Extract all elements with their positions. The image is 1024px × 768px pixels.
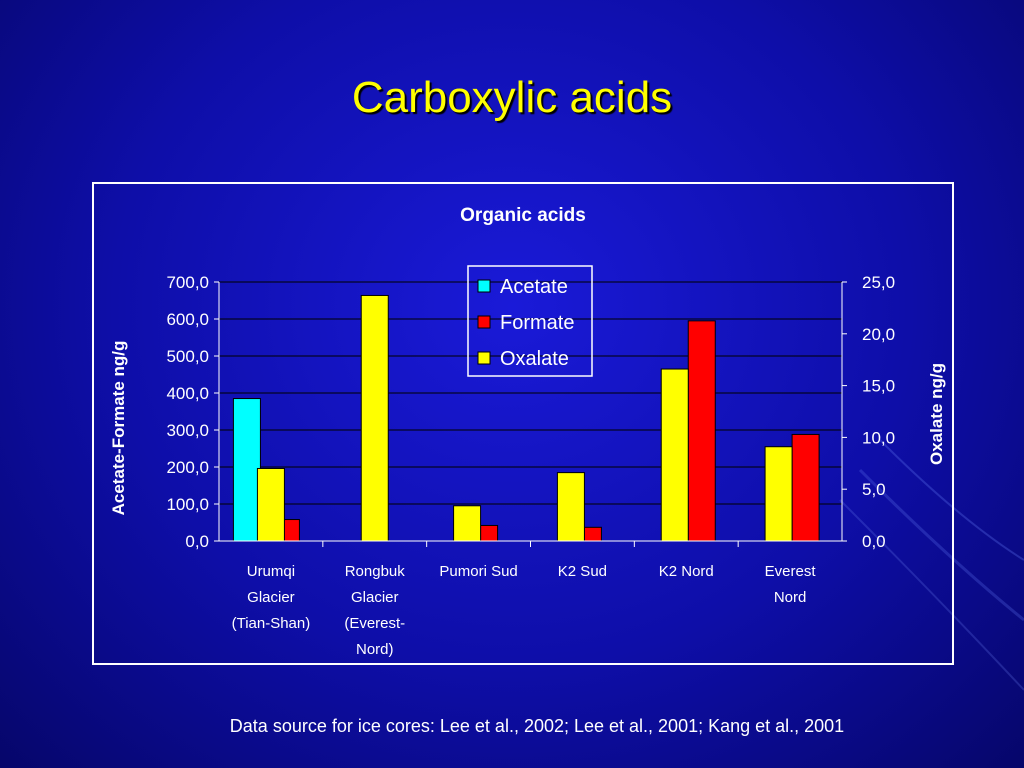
bar-oxalate [453,505,482,542]
y2-tick-label: 0,0 [862,532,886,551]
organic-acids-chart: Organic acids Acetate-Formate ng/g Oxala… [109,205,946,658]
x-tick-label: Glacier [247,589,295,606]
y-tick-label: 600,0 [166,310,209,329]
bar-formate [480,524,499,542]
legend-label: Formate [500,312,574,334]
x-tick-label: Nord [774,589,807,606]
y-tick-label: 700,0 [166,273,209,292]
y2-tick-label: 25,0 [862,273,895,292]
y-tick-label: 500,0 [166,347,209,366]
bar-formate [281,519,300,542]
x-tick-label: K2 Sud [558,563,607,580]
x-tick-label: Glacier [351,589,399,606]
bar-oxalate [360,294,389,542]
y-tick-label: 100,0 [166,495,209,514]
y2-tick-label: 20,0 [862,325,895,344]
chart-frame [92,182,954,665]
bar-oxalate [764,446,793,542]
bar-oxalate [660,368,689,542]
legend-swatch [477,351,491,365]
bar-formate [791,433,820,542]
x-tick-label: Pumori Sud [439,563,517,580]
legend-swatch [477,315,491,329]
x-tick-label: K2 Nord [659,563,714,580]
y2-tick-label: 5,0 [862,480,886,499]
legend-box [467,265,593,377]
x-tick-label: (Everest- [344,615,405,632]
x-tick-label: Urumqi [247,563,295,580]
data-source-note: Data source for ice cores: Lee et al., 2… [229,716,845,736]
y2-axis-label: Oxalate ng/g [927,363,946,465]
legend-label: Oxalate [500,348,569,370]
x-tick-label: Everest [765,563,817,580]
y-tick-label: 300,0 [166,421,209,440]
bar-formate [687,320,716,542]
y2-tick-label: 10,0 [862,428,895,447]
chart-title: Organic acids [460,205,586,226]
x-tick-label: (Tian-Shan) [232,615,311,632]
bar-oxalate [256,467,285,542]
y-tick-label: 0,0 [185,532,209,551]
bar-oxalate [556,472,585,542]
y-tick-label: 400,0 [166,384,209,403]
legend-label: Acetate [500,276,568,298]
x-tick-label: Nord) [356,641,394,658]
legend-swatch [477,279,491,293]
y2-tick-label: 15,0 [862,377,895,396]
y-tick-label: 200,0 [166,458,209,477]
x-tick-label: Rongbuk [345,563,406,580]
slide-title: Carboxylic acids [351,73,673,122]
bar-formate [583,526,602,542]
y-axis-label: Acetate-Formate ng/g [109,341,128,516]
bar-acetate [232,398,261,542]
